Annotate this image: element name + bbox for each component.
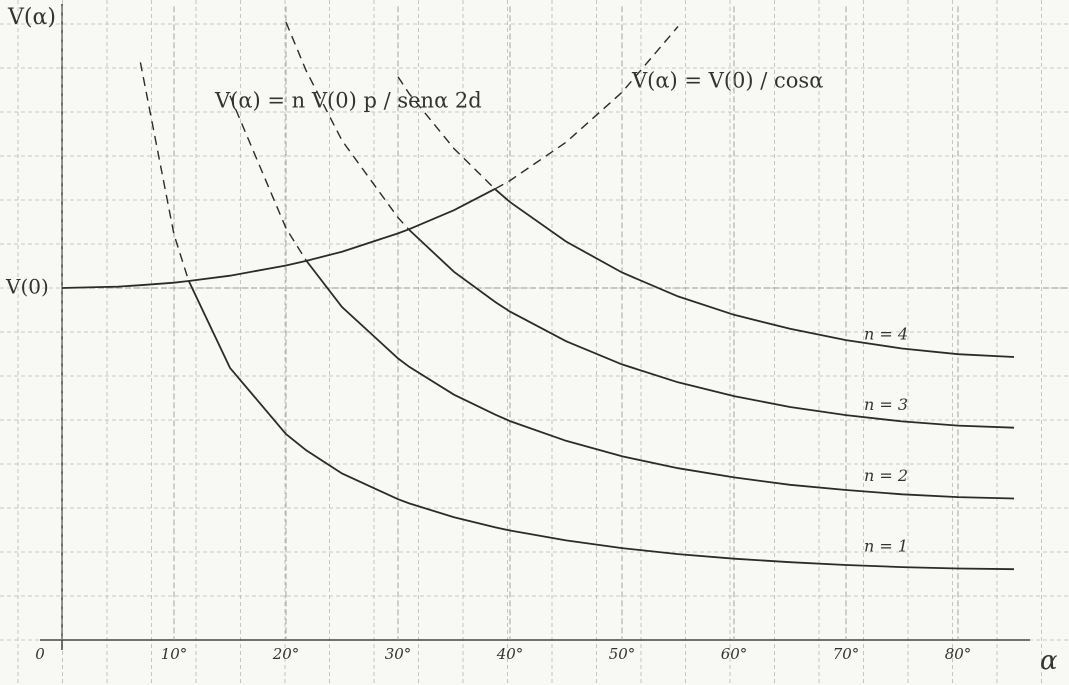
curve-label: n = 3 bbox=[864, 395, 908, 414]
x-tick-label: 20° bbox=[272, 645, 300, 663]
chart: V(α) α V(α) = n V(0) p / senα 2d V(α) = … bbox=[0, 0, 1069, 685]
x-tick-label: 50° bbox=[609, 645, 636, 663]
curve bbox=[495, 189, 1014, 357]
page: V(α) α V(α) = n V(0) p / senα 2d V(α) = … bbox=[0, 0, 1069, 685]
curve-label: n = 2 bbox=[864, 466, 908, 485]
x-tick-label: 30° bbox=[385, 645, 412, 663]
x-tick-label: 10° bbox=[161, 645, 188, 663]
dashed-curve bbox=[230, 96, 306, 261]
dashed-curve bbox=[140, 62, 188, 280]
x-axis-label: α bbox=[1040, 646, 1058, 676]
annotation: V(α) = V(0) / cosα bbox=[631, 69, 823, 93]
x-tick-label: 40° bbox=[496, 645, 524, 663]
x-tick-label: 0 bbox=[35, 645, 45, 663]
curve-label: n = 1 bbox=[864, 537, 908, 556]
x-tick-label: 60° bbox=[721, 645, 748, 663]
x-tick-label: 80° bbox=[945, 645, 972, 663]
graph-paper bbox=[0, 0, 1069, 685]
dashed-curve bbox=[286, 22, 409, 230]
curve bbox=[62, 189, 495, 288]
dashed-curve bbox=[495, 27, 678, 189]
curve bbox=[409, 230, 1014, 428]
y-tick-label: V(0) bbox=[5, 275, 49, 299]
x-tick-label: 70° bbox=[833, 645, 860, 663]
curve-label: n = 4 bbox=[864, 324, 908, 343]
annotation: V(α) = n V(0) p / senα 2d bbox=[214, 89, 482, 113]
y-axis-label: V(α) bbox=[7, 5, 56, 30]
